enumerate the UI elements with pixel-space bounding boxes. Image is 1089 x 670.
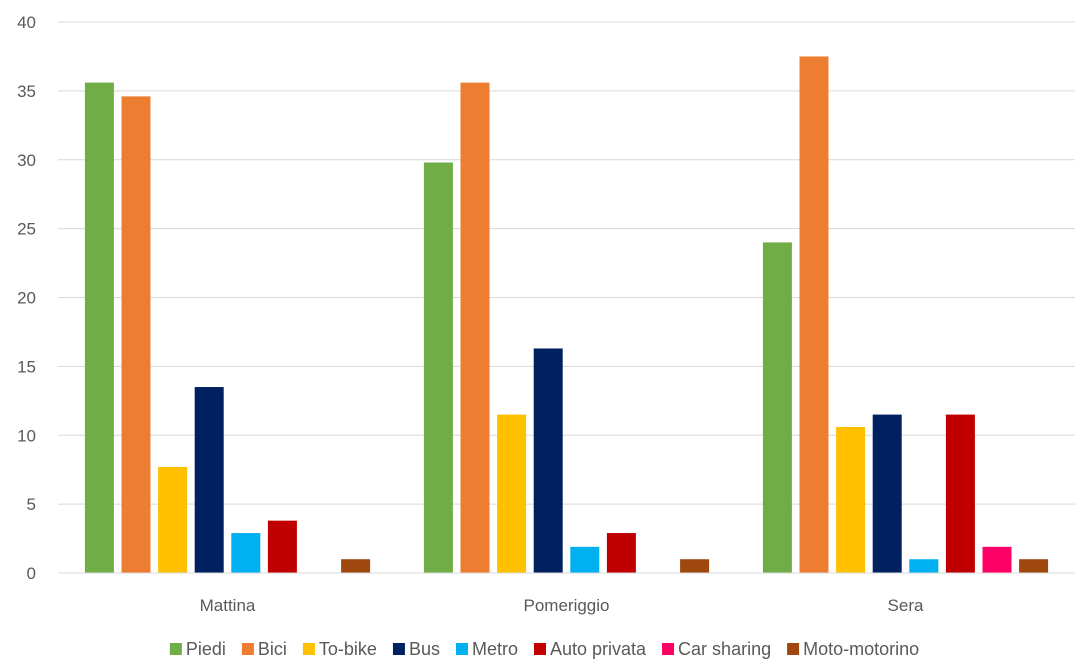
bar-mattina-auto-privata — [267, 520, 297, 573]
bar-pomeriggio-moto-motorino — [680, 559, 710, 573]
x-category-label: Pomeriggio — [524, 596, 610, 615]
y-tick-label: 10 — [17, 426, 36, 445]
bar-pomeriggio-metro — [570, 546, 600, 573]
bar-pomeriggio-piedi — [423, 162, 453, 573]
legend-label: Auto privata — [550, 639, 647, 659]
bar-pomeriggio-bus — [533, 348, 563, 573]
bar-pomeriggio-to-bike — [497, 414, 527, 573]
y-tick-label: 5 — [27, 495, 36, 514]
legend-swatch — [241, 643, 254, 655]
legend-item-car-sharing: Car sharing — [662, 639, 771, 659]
y-tick-label: 40 — [17, 13, 36, 32]
y-axis-tick-labels: 0 5 10 15 20 25 30 35 40 — [17, 13, 36, 583]
y-tick-label: 0 — [27, 564, 36, 583]
legend-swatch — [169, 643, 182, 655]
legend-item-bici: Bici — [241, 639, 287, 659]
bar-sera-bus — [872, 414, 902, 573]
bar-mattina-moto-motorino — [341, 559, 371, 573]
legend-label: To-bike — [319, 639, 377, 659]
legend-label: Bici — [258, 639, 287, 659]
bar-mattina-metro — [231, 533, 261, 573]
y-tick-label: 15 — [17, 357, 36, 376]
y-tick-label: 25 — [17, 220, 36, 239]
legend-item-auto-privata: Auto privata — [533, 639, 647, 659]
bars — [84, 56, 1049, 574]
legend: Piedi Bici To-bike Bus Metro Auto privata Car … — [169, 639, 919, 659]
legend-swatch — [787, 643, 800, 655]
y-tick-label: 30 — [17, 151, 36, 170]
bar-mattina-bus — [194, 387, 224, 573]
bar-sera-bici — [799, 56, 829, 573]
bar-mattina-bici — [121, 96, 151, 573]
bar-mattina-to-bike — [158, 466, 188, 573]
bar-sera-to-bike — [836, 426, 866, 573]
y-tick-label: 35 — [17, 82, 36, 101]
y-tick-label: 20 — [17, 289, 36, 308]
legend-swatch — [392, 643, 405, 655]
legend-swatch — [455, 643, 468, 655]
legend-item-piedi: Piedi — [169, 639, 226, 659]
legend-label: Car sharing — [678, 639, 771, 659]
bar-sera-metro — [909, 559, 939, 573]
x-axis-category-labels: Mattina Pomeriggio Sera — [200, 596, 924, 615]
legend-label: Bus — [409, 639, 440, 659]
bar-pomeriggio-auto-privata — [606, 533, 636, 573]
x-category-label: Sera — [888, 596, 924, 615]
legend-label: Piedi — [186, 639, 226, 659]
bar-mattina-piedi — [84, 82, 114, 574]
x-category-label: Mattina — [200, 596, 256, 615]
gridlines — [58, 21, 1075, 505]
legend-swatch — [533, 643, 546, 655]
legend-label: Metro — [472, 639, 518, 659]
bar-pomeriggio-bici — [460, 82, 490, 574]
legend-swatch — [662, 643, 675, 655]
bar-sera-piedi — [762, 242, 792, 573]
bar-sera-moto-motorino — [1019, 559, 1049, 573]
legend-item-moto-motorino: Moto-motorino — [787, 639, 919, 659]
legend-swatch — [302, 643, 315, 655]
legend-label: Moto-motorino — [803, 639, 919, 659]
legend-item-metro: Metro — [455, 639, 518, 659]
bar-sera-car-sharing — [982, 546, 1012, 573]
legend-item-bus: Bus — [392, 639, 440, 659]
legend-item-to-bike: To-bike — [302, 639, 377, 659]
bar-sera-auto-privata — [945, 414, 975, 573]
